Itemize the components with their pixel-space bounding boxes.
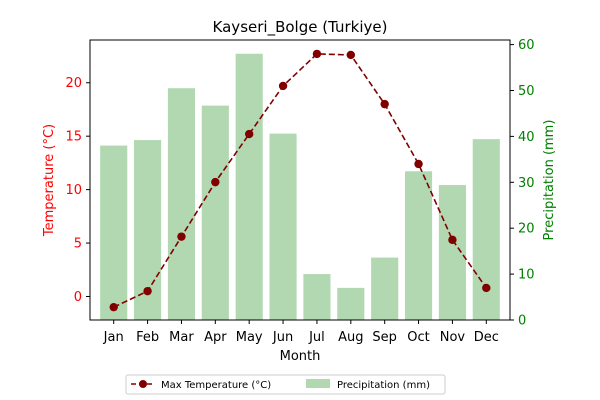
temperature-point-mar xyxy=(177,232,186,241)
y-axis-right: 0 10 20 30 40 50 60 xyxy=(510,38,535,329)
precipitation-bar-apr xyxy=(201,105,229,320)
y-axis-right-title: Precipitation (mm) xyxy=(542,120,557,241)
temperature-point-apr xyxy=(211,177,220,187)
chart-title: Kayseri_Bolge (Turkiye) xyxy=(213,18,388,37)
legend-label-temperature: Max Temperature (°C) xyxy=(161,380,271,391)
legend: Max Temperature (°C) Precipitation (mm) xyxy=(125,374,446,395)
temperature-point-nov xyxy=(448,235,457,245)
x-tick-label-jul: Jul xyxy=(308,330,325,345)
temperature-point-oct xyxy=(414,159,423,169)
precipitation-bar-aug xyxy=(337,287,365,320)
x-tick-label-mar: Mar xyxy=(169,330,194,345)
legend-bar-swatch xyxy=(306,379,330,388)
y-left-tick-label-15: 15 xyxy=(65,130,82,145)
x-tick-label-may: May xyxy=(236,330,263,345)
temperature-point-jul xyxy=(312,49,322,59)
precipitation-bar-mar xyxy=(167,88,195,321)
temperature-point-sep xyxy=(380,99,389,109)
x-tick-label-dec: Dec xyxy=(474,330,499,345)
temperature-point-aug xyxy=(346,50,356,60)
legend-label-precipitation: Precipitation (mm) xyxy=(337,380,430,391)
temperature-point-feb xyxy=(143,286,152,296)
y-right-tick-label-60: 60 xyxy=(518,38,535,53)
x-tick-label-jun: Jun xyxy=(272,330,293,345)
y-right-tick-label-50: 50 xyxy=(518,84,535,99)
precipitation-bar-dec xyxy=(472,139,500,320)
y-right-tick-label-0: 0 xyxy=(518,314,526,329)
precipitation-bar-jun xyxy=(269,133,297,320)
x-axis: Jan Feb Mar Apr May Jun Jul Aug Sep Oct Nov Dec xyxy=(103,320,499,345)
y-left-tick-label-20: 20 xyxy=(65,76,82,91)
precipitation-bar-jul xyxy=(303,274,331,320)
y-axis-left-title: Temperature (°C) xyxy=(42,124,57,237)
y-axis-left: 0 5 10 15 20 xyxy=(65,76,90,305)
y-right-tick-label-40: 40 xyxy=(518,130,535,145)
y-left-tick-label-10: 10 xyxy=(65,183,82,198)
y-right-tick-label-30: 30 xyxy=(518,176,535,191)
x-tick-label-nov: Nov xyxy=(440,330,466,345)
x-tick-label-jan: Jan xyxy=(103,330,124,345)
x-tick-label-feb: Feb xyxy=(136,330,159,345)
y-left-tick-label-5: 5 xyxy=(74,237,82,252)
temperature-point-jan xyxy=(109,302,118,312)
x-tick-label-sep: Sep xyxy=(372,330,397,345)
legend-box xyxy=(125,374,446,395)
precipitation-bar-nov xyxy=(438,185,466,320)
precipitation-bar-jan xyxy=(100,145,128,320)
x-axis-title: Month xyxy=(280,349,321,364)
y-right-tick-label-10: 10 xyxy=(518,268,535,283)
temperature-line xyxy=(113,53,487,308)
y-right-tick-label-20: 20 xyxy=(518,222,535,237)
x-tick-label-aug: Aug xyxy=(338,330,363,345)
x-tick-label-apr: Apr xyxy=(204,330,227,345)
line-layer xyxy=(109,49,491,312)
temperature-point-dec xyxy=(482,283,491,293)
legend-line-marker xyxy=(139,380,147,388)
precipitation-bar-oct xyxy=(405,171,433,320)
y-left-tick-label-0: 0 xyxy=(74,290,82,305)
temperature-point-jun xyxy=(278,81,288,91)
precipitation-bar-sep xyxy=(371,257,399,320)
temperature-point-may xyxy=(244,129,254,139)
x-tick-label-oct: Oct xyxy=(407,330,429,345)
plot-frame xyxy=(89,39,511,321)
precipitation-bar-may xyxy=(235,53,263,320)
